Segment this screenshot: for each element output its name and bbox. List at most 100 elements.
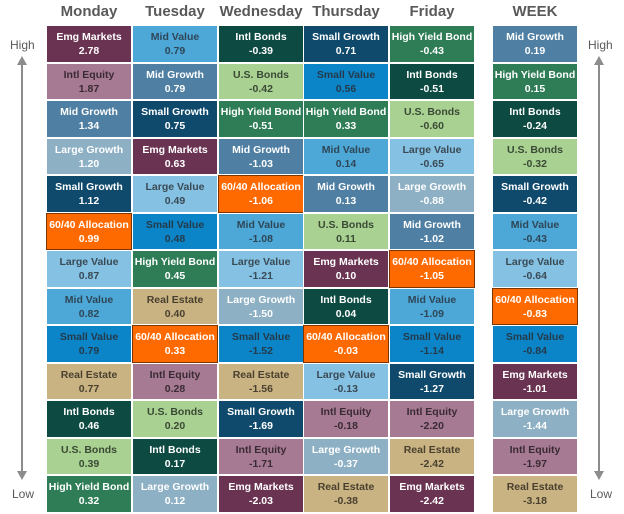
return-value: 0.28: [164, 382, 186, 395]
quilt-cell: Real Estate -0.38: [303, 475, 389, 513]
return-value: -0.42: [523, 195, 547, 207]
asset-class-label: High Yield Bond: [391, 31, 473, 43]
quilt-cell: Intl Bonds 0.17: [132, 437, 218, 475]
return-value: -0.24: [523, 120, 547, 132]
asset-class-label: Intl Equity: [320, 406, 372, 418]
quilt-cell: Large Growth -0.37: [303, 437, 389, 475]
quilt-cell: Large Value -0.65: [389, 137, 475, 175]
quilt-cell: Real Estate 0.40: [132, 287, 218, 325]
quilt-cell: Emg Markets 0.63: [132, 137, 218, 175]
quilt-cell: Large Value 0.49: [132, 175, 218, 213]
asset-class-label: Real Estate: [232, 368, 290, 381]
quilt-cell: High Yield Bond 0.15: [492, 62, 578, 100]
asset-class-label: Mid Growth: [317, 181, 375, 193]
quilt-cell: Intl Bonds 0.04: [303, 287, 389, 325]
asset-class-label: Mid Value: [510, 218, 560, 231]
asset-class-label: Mid Growth: [60, 106, 118, 118]
return-value: -0.64: [523, 270, 547, 282]
quilt-cell: Mid Growth -1.03: [218, 137, 304, 175]
asset-class-label: Emg Markets: [56, 31, 122, 43]
asset-class-label: Small Value: [59, 331, 119, 343]
quilt-cell: 60/40 Allocation -1.06: [218, 175, 304, 213]
return-value: 0.14: [335, 157, 357, 170]
asset-class-label: 60/40 Allocation: [392, 256, 472, 268]
return-value: 0.40: [164, 307, 186, 320]
return-value: 1.34: [78, 120, 100, 132]
return-value: 0.46: [78, 420, 100, 432]
return-value: -0.65: [420, 157, 444, 170]
asset-class-label: 60/40 Allocation: [306, 331, 386, 343]
quilt-cell: Small Value -1.52: [218, 325, 304, 363]
return-value: -2.42: [420, 457, 444, 470]
quilt-cell: Small Value 0.79: [46, 325, 132, 363]
asset-class-label: Large Growth: [397, 181, 467, 193]
asset-class-label: Real Estate: [403, 443, 461, 456]
return-value: 0.77: [78, 382, 100, 395]
asset-class-label: Intl Bonds: [63, 406, 115, 418]
quilt-cell: Intl Bonds -0.51: [389, 62, 475, 100]
return-value: -0.88: [420, 195, 444, 207]
quilt-cell: U.S. Bonds -0.42: [218, 62, 304, 100]
return-value: -1.05: [420, 270, 444, 282]
return-value: -1.56: [249, 382, 273, 395]
quilt-cell: 60/40 Allocation -0.83: [492, 287, 578, 325]
quilt-cell: U.S. Bonds 0.39: [46, 437, 132, 475]
return-value: 0.11: [336, 232, 356, 245]
return-value: 0.39: [78, 457, 100, 470]
quilt-cell: Intl Equity -1.97: [492, 437, 578, 475]
quilt-cell: U.S. Bonds 0.11: [303, 212, 389, 250]
return-value: -0.43: [523, 232, 547, 245]
return-value: -2.20: [420, 420, 444, 432]
asset-class-label: Large Growth: [500, 406, 570, 418]
rank-arrow-left: [17, 56, 27, 480]
high-label-right: High: [588, 38, 613, 52]
asset-class-label: U.S. Bonds: [403, 106, 460, 118]
return-value: 0.32: [78, 495, 100, 507]
return-value: -0.42: [249, 82, 273, 95]
return-value: 0.20: [164, 420, 186, 432]
quilt-cell: Real Estate -1.56: [218, 362, 304, 400]
asset-class-label: Small Value: [505, 331, 565, 343]
quilt-cell: Intl Bonds -0.24: [492, 100, 578, 138]
quilt-cell: High Yield Bond -0.43: [389, 25, 475, 63]
return-value: -0.83: [523, 307, 547, 320]
asset-class-label: Mid Growth: [146, 68, 204, 81]
asset-class-label: U.S. Bonds: [232, 68, 289, 81]
quilt-cell: Mid Value -1.08: [218, 212, 304, 250]
return-value: -3.18: [523, 495, 547, 507]
quilt-cell: Mid Value -0.43: [492, 212, 578, 250]
return-value: -0.03: [334, 345, 358, 357]
asset-class-label: 60/40 Allocation: [135, 331, 215, 343]
return-value: -1.14: [420, 345, 444, 357]
return-value: -1.09: [420, 307, 444, 320]
rank-arrow-right: [594, 56, 604, 480]
asset-class-label: Mid Growth: [232, 143, 290, 156]
quilt-cell: 60/40 Allocation 0.33: [132, 325, 218, 363]
asset-class-label: Emg Markets: [502, 368, 568, 381]
return-value: -1.27: [420, 382, 444, 395]
return-value: 0.48: [164, 232, 186, 245]
return-value: -1.69: [249, 420, 273, 432]
asset-class-label: Small Value: [402, 331, 462, 343]
asset-class-label: Large Value: [231, 256, 291, 268]
quilt-cell: High Yield Bond 0.45: [132, 250, 218, 288]
quilt-cell: Small Value 0.56: [303, 62, 389, 100]
quilt-cell: Intl Equity -2.20: [389, 400, 475, 438]
quilt-cell: Intl Bonds -0.39: [218, 25, 304, 63]
quilt-cell: Small Growth -1.27: [389, 362, 475, 400]
quilt-cell: Mid Value -1.09: [389, 287, 475, 325]
asset-class-label: Small Value: [316, 68, 376, 81]
asset-class-label: Intl Equity: [149, 368, 201, 381]
quilt-cell: Emg Markets 2.78: [46, 25, 132, 63]
quilt-cell: U.S. Bonds -0.32: [492, 137, 578, 175]
quilt-cell: Small Growth -1.69: [218, 400, 304, 438]
return-value: -1.01: [523, 382, 547, 395]
return-value: 0.56: [335, 82, 357, 95]
return-value: -0.51: [420, 82, 444, 95]
quilt-cell: Mid Growth 1.34: [46, 100, 132, 138]
return-value: 0.87: [78, 270, 100, 282]
asset-class-label: Intl Bonds: [406, 68, 458, 81]
return-value: -0.13: [334, 382, 358, 395]
return-value: 0.79: [164, 82, 186, 95]
asset-class-label: 60/40 Allocation: [49, 218, 129, 231]
